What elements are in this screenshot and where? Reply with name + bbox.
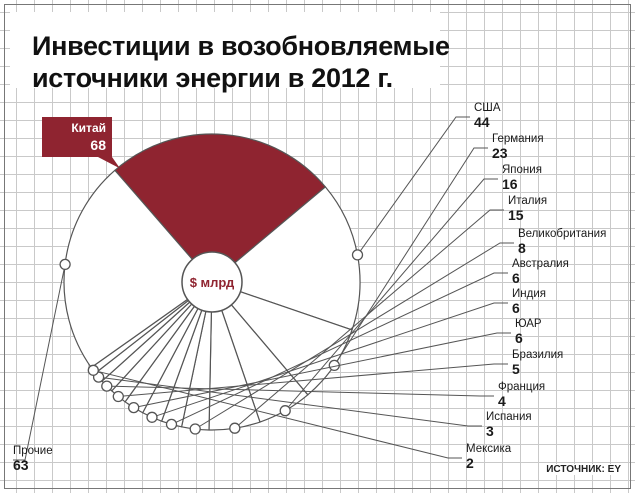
leader-line <box>234 209 504 429</box>
value-label: 5 <box>512 361 520 377</box>
slice-marker <box>189 423 201 435</box>
category-label: Австралия <box>512 258 569 270</box>
leader-line <box>13 264 66 461</box>
value-label: 4 <box>498 393 506 409</box>
slice-marker <box>59 258 71 271</box>
category-label: ЮАР <box>515 318 542 330</box>
slice-marker <box>279 405 291 417</box>
value-label: 6 <box>512 300 520 316</box>
slice-marker <box>112 390 124 403</box>
leader-line <box>118 363 508 397</box>
slice-marker <box>351 249 364 261</box>
leader-line <box>357 116 470 256</box>
category-label: Китай <box>71 121 106 135</box>
callout-box <box>42 117 112 157</box>
category-label: Япония <box>502 164 542 176</box>
leader-line <box>98 376 482 427</box>
leader-line <box>194 242 514 430</box>
category-label: Прочие <box>13 445 53 457</box>
slice-marker <box>229 422 241 434</box>
chart-title-line-1: Инвестиции в возобновляемые <box>32 31 450 61</box>
value-label: 6 <box>512 270 520 286</box>
value-label: 2 <box>466 455 474 471</box>
category-label: Бразилия <box>512 349 563 361</box>
slice-marker <box>128 401 140 414</box>
category-label: Испания <box>486 411 532 423</box>
leader-line <box>106 385 494 397</box>
leader-line <box>133 332 511 409</box>
slice-marker <box>101 380 113 392</box>
value-label: 44 <box>474 114 490 130</box>
category-label: Великобритания <box>518 228 606 240</box>
pie-slice <box>114 133 326 283</box>
leader-line <box>333 147 488 366</box>
value-label: 15 <box>508 207 524 223</box>
category-label: Индия <box>512 288 546 300</box>
value-label: 63 <box>13 457 29 473</box>
category-label: США <box>474 102 501 114</box>
title-block: Инвестиции в возобновляемые источники эн… <box>10 12 450 93</box>
leader-line <box>93 369 462 459</box>
callout-pointer <box>98 157 121 169</box>
slice-marker <box>165 418 178 431</box>
chart-title-line-2: источники энергии в 2012 г. <box>32 63 393 93</box>
center-label: $ млрд <box>190 275 235 290</box>
slice-marker <box>87 364 99 376</box>
value-label: 8 <box>518 240 526 256</box>
source-note: ИСТОЧНИК: EY <box>544 464 623 475</box>
leader-line <box>151 302 508 418</box>
category-label: Мексика <box>466 443 512 455</box>
value-label: 68 <box>90 137 106 153</box>
category-label: Италия <box>508 195 547 207</box>
value-label: 23 <box>492 145 508 161</box>
value-label: 6 <box>515 330 523 346</box>
leader-line <box>171 272 508 425</box>
value-label: 16 <box>502 176 518 192</box>
slice-marker <box>146 411 158 423</box>
value-label: 3 <box>486 423 494 439</box>
category-label: Франция <box>498 381 545 393</box>
donut-hole <box>181 251 243 313</box>
category-label: Германия <box>492 133 544 145</box>
